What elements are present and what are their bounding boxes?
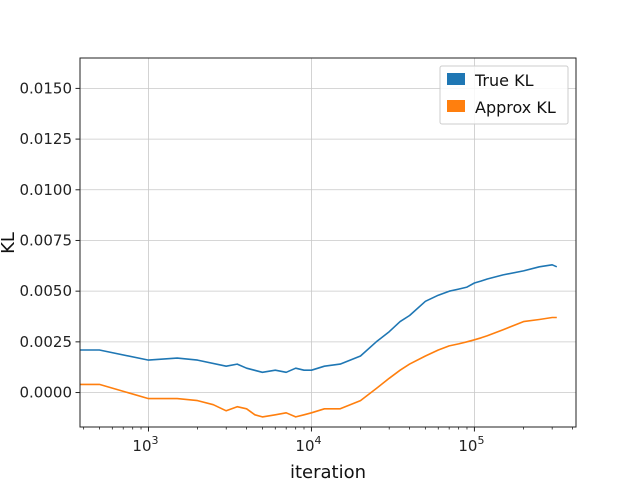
legend-label-approx-kl: Approx KL	[475, 98, 556, 117]
y-tick-label: 0.0025	[20, 333, 73, 351]
y-tick-label: 0.0050	[20, 282, 73, 300]
y-axis: 0.0000 0.0025 0.0050 0.0075 0.0100 0.0125 0.01…	[20, 79, 80, 402]
y-axis-label: KL	[0, 232, 19, 254]
series-layer	[80, 263, 558, 418]
legend: True KL Approx KL	[439, 65, 569, 125]
x-axis-label: iteration	[290, 462, 366, 480]
y-tick-label: 0.0075	[20, 231, 73, 249]
x-tick-label: 105	[458, 434, 484, 455]
y-tick-label: 0.0150	[20, 79, 73, 97]
plot-frame	[79, 57, 577, 428]
legend-swatch-approx-kl	[447, 100, 465, 112]
x-tick-label: 103	[132, 434, 158, 455]
x-tick-label: 104	[295, 434, 321, 455]
legend-swatch-true-kl	[447, 73, 465, 85]
y-tick-label: 0.0125	[20, 130, 73, 148]
legend-box	[439, 65, 569, 125]
series-line-approx-kl	[80, 316, 557, 418]
series-line-true-kl	[80, 263, 558, 374]
legend-label-true-kl: True KL	[474, 71, 534, 90]
x-axis: 103 104 105	[83, 427, 573, 455]
y-tick-label: 0.0000	[20, 384, 73, 402]
y-tick-label: 0.0100	[20, 181, 73, 199]
